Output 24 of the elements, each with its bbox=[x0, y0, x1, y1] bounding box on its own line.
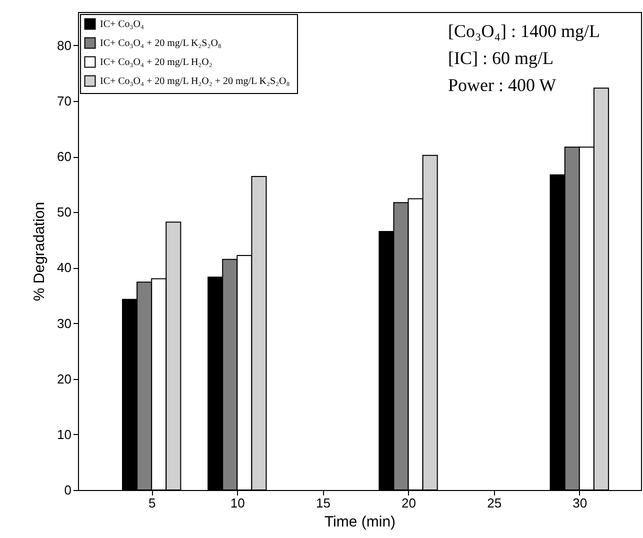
annotation: [IC] : 60 mg/L bbox=[448, 48, 554, 68]
x-tick-label: 30 bbox=[572, 496, 588, 510]
y-tick-label: 50 bbox=[57, 204, 72, 220]
y-tick-label: 30 bbox=[57, 316, 72, 331]
x-tick-label: 5 bbox=[148, 496, 156, 510]
x-tick-label: 25 bbox=[487, 496, 502, 510]
y-tick-label: 20 bbox=[57, 371, 72, 386]
y-axis-title: % Degradation bbox=[31, 202, 48, 302]
x-tick-label: 15 bbox=[316, 496, 330, 510]
annotation: Power : 400 W bbox=[448, 75, 556, 95]
annotation: [Co₃O₄] : 1400 mg/L bbox=[448, 21, 600, 41]
x-tick-label: 10 bbox=[230, 496, 245, 510]
y-tick-label: 80 bbox=[57, 38, 72, 53]
x-axis-title: Time (min) bbox=[324, 514, 396, 530]
legend-label: IC+ Co₃O₄ + 20 mg/L H₂O₂ + 20 mg/L K₂S₂O₈ bbox=[100, 76, 290, 87]
x-tick-label: 20 bbox=[402, 496, 416, 510]
legend-label: IC+ Co₃O₄ + 20 mg/L H₂O₂ bbox=[100, 57, 212, 68]
legend-label: IC+ Co₃O₄ bbox=[100, 19, 145, 30]
y-tick-label: 60 bbox=[57, 149, 72, 164]
y-tick-label: 0 bbox=[64, 482, 72, 498]
y-tick-label: 70 bbox=[57, 93, 72, 108]
y-tick-label: 10 bbox=[57, 426, 72, 442]
y-tick-label: 40 bbox=[57, 260, 72, 276]
legend-label: IC+ Co₃O₄ + 20 mg/L K₂S₂O₈ bbox=[100, 38, 222, 49]
